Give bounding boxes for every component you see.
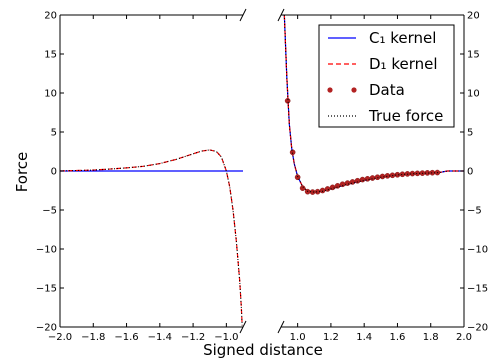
x-tick-label: −1.4 bbox=[148, 332, 172, 343]
y-tick-label: 10 bbox=[467, 89, 480, 100]
x-tick-label: 1.6 bbox=[390, 332, 406, 343]
data-point bbox=[369, 175, 376, 181]
y-tick-label: −10 bbox=[467, 245, 488, 256]
y-tick-label: −5 bbox=[467, 206, 482, 217]
data-point bbox=[284, 98, 291, 104]
x-tick-label: 1.4 bbox=[356, 332, 372, 343]
data-point bbox=[364, 175, 371, 182]
x-tick-label: 1.8 bbox=[423, 332, 439, 343]
data-point bbox=[319, 187, 326, 194]
legend-label: True force bbox=[368, 107, 443, 125]
data-point bbox=[294, 174, 301, 181]
y-tick-label: −15 bbox=[467, 284, 488, 295]
y-tick-label: 0 bbox=[467, 167, 473, 178]
y-tick-label: 15 bbox=[467, 50, 480, 61]
left-panel: 20 15 10 5 0 −5 −10 −15 −20−2.0 −1.8 −1.6 −1.4 −1.2−… bbox=[36, 8, 247, 343]
data-point bbox=[289, 149, 296, 156]
x-tick-label: 1.0 bbox=[290, 332, 306, 343]
data-point bbox=[299, 185, 306, 191]
data-point bbox=[349, 179, 356, 185]
legend-box bbox=[318, 24, 455, 128]
right-break-mark bbox=[277, 320, 285, 334]
y-tick-label: −15 bbox=[36, 284, 57, 295]
x-tick-label: −1.6 bbox=[114, 332, 138, 343]
y-tick-label: 20 bbox=[467, 11, 480, 22]
legend-label: C₁ kernel bbox=[369, 29, 436, 47]
legend-label: D₁ kernel bbox=[369, 55, 438, 73]
y-tick-label: 10 bbox=[44, 89, 57, 100]
legend-marker bbox=[327, 87, 333, 93]
legend: C₁ kernel D₁ kernel Data True force bbox=[318, 24, 455, 128]
y-tick-label: 0 bbox=[51, 167, 57, 178]
y-tick-label: −5 bbox=[42, 206, 57, 217]
x-axis-title: Signed distance bbox=[203, 341, 323, 358]
data-point bbox=[324, 186, 331, 192]
left-break-mark bbox=[239, 320, 247, 334]
legend-marker bbox=[351, 87, 357, 93]
x-tick-label: 1.2 bbox=[323, 332, 339, 343]
x-tick-label: −1.2 bbox=[181, 332, 205, 343]
y-tick-label: −20 bbox=[467, 323, 488, 334]
y-tick-label: −10 bbox=[36, 245, 57, 256]
x-tick-label: 2.0 bbox=[456, 332, 472, 343]
right-break-mark bbox=[277, 8, 285, 22]
y-axis-title: Force bbox=[13, 152, 31, 193]
x-tick-label: −2.0 bbox=[48, 332, 72, 343]
data-point bbox=[354, 177, 361, 184]
right-panel: 20 15 10 5 0 −5 −10 −15 −20 1.0 1.2 1.4 1.6 1.8 2.0 bbox=[277, 8, 488, 343]
true-force-left-line bbox=[60, 149, 243, 326]
x-tick-label: −1.0 bbox=[214, 332, 238, 343]
y-tick-label: −20 bbox=[36, 323, 57, 334]
y-tick-label: 20 bbox=[44, 11, 57, 22]
left-break-mark bbox=[239, 8, 247, 22]
data-point bbox=[374, 174, 381, 181]
y-tick-label: 5 bbox=[51, 128, 57, 139]
y-tick-label: 5 bbox=[467, 128, 473, 139]
left-plot-area bbox=[60, 149, 243, 326]
data-point bbox=[329, 184, 336, 191]
data-point bbox=[379, 173, 386, 180]
legend-label: Data bbox=[369, 81, 405, 99]
d-kernel-left-line bbox=[60, 149, 243, 326]
x-tick-label: −1.8 bbox=[81, 332, 105, 343]
y-tick-label: 15 bbox=[44, 50, 57, 61]
right-plot-area bbox=[283, 15, 464, 195]
